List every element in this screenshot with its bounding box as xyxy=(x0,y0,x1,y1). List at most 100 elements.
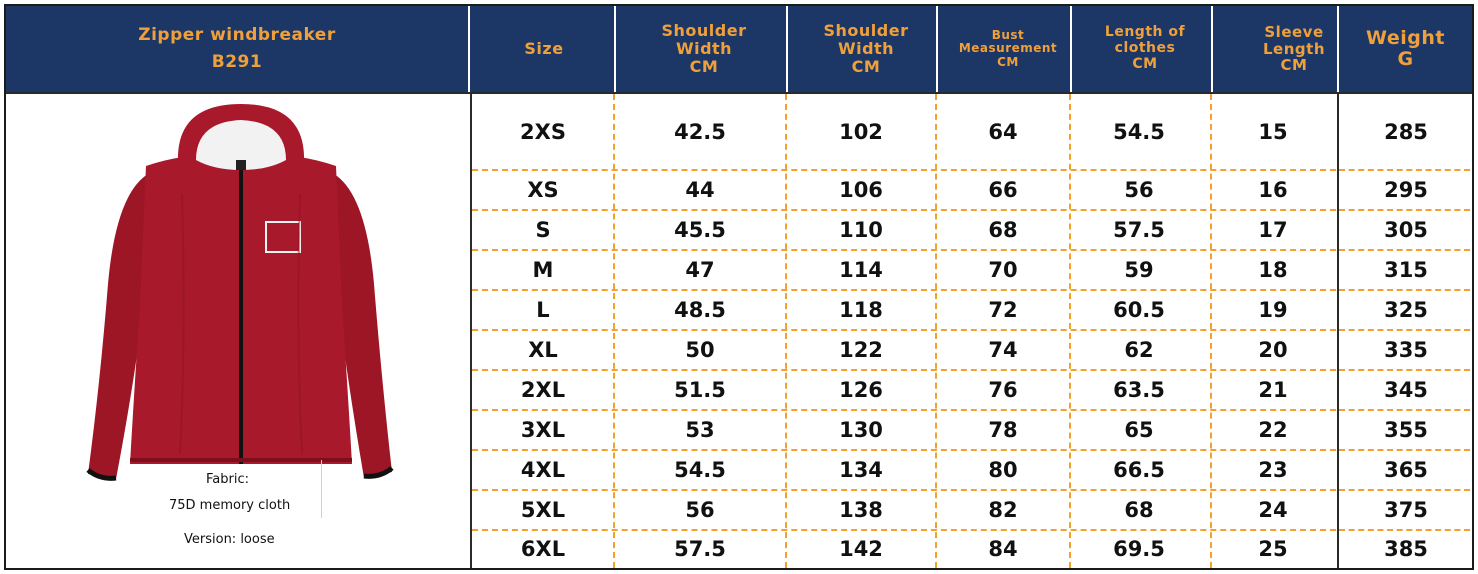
cell-shoulder-width-1: 47 xyxy=(685,258,715,282)
cell-weight: 345 xyxy=(1384,378,1428,402)
row-divider xyxy=(1339,209,1470,211)
info-box xyxy=(131,460,322,518)
cell-weight: 285 xyxy=(1384,120,1428,144)
cell-sleeve: 20 xyxy=(1258,338,1288,362)
cell-bust: 82 xyxy=(988,498,1018,522)
cell-shoulder-width-1: 56 xyxy=(685,498,715,522)
cell-bust: 78 xyxy=(988,418,1018,442)
cell-length: 65 xyxy=(1124,418,1154,442)
cell-shoulder-width-1: 48.5 xyxy=(674,298,726,322)
cell-bust: 66 xyxy=(988,178,1018,202)
cell-sleeve: 21 xyxy=(1258,378,1288,402)
row-divider xyxy=(1339,489,1470,491)
cell-shoulder-width-2: 122 xyxy=(839,338,883,362)
cell-sleeve: 25 xyxy=(1258,537,1288,561)
cell-bust: 72 xyxy=(988,298,1018,322)
cell-sleeve: 16 xyxy=(1258,178,1288,202)
cell-size: 5XL xyxy=(520,498,566,522)
column-divider xyxy=(1210,94,1212,568)
cell-length: 54.5 xyxy=(1113,120,1165,144)
cell-length: 66.5 xyxy=(1113,458,1165,482)
cell-size: 2XS xyxy=(520,120,566,144)
row-divider xyxy=(1339,369,1470,371)
cell-bust: 80 xyxy=(988,458,1018,482)
cell-bust: 70 xyxy=(988,258,1018,282)
table-row: 2XS 42.5 102 64 54.5 15 285 xyxy=(472,94,1472,170)
cell-size: 6XL xyxy=(520,537,566,561)
header-divider xyxy=(468,6,470,92)
cell-shoulder-width-2: 118 xyxy=(839,298,883,322)
cell-shoulder-width-2: 142 xyxy=(839,537,883,561)
cell-weight: 365 xyxy=(1384,458,1428,482)
version-label: Version: loose xyxy=(184,532,275,547)
row-divider xyxy=(472,209,1336,211)
cell-weight: 295 xyxy=(1384,178,1428,202)
row-divider xyxy=(472,449,1336,451)
cell-shoulder-width-2: 138 xyxy=(839,498,883,522)
row-divider xyxy=(1339,169,1470,171)
cell-shoulder-width-1: 42.5 xyxy=(674,120,726,144)
cell-bust: 84 xyxy=(988,537,1018,561)
cell-shoulder-width-2: 106 xyxy=(839,178,883,202)
cell-bust: 74 xyxy=(988,338,1018,362)
cell-sleeve: 23 xyxy=(1258,458,1288,482)
header-length: Length of clothes CM xyxy=(1104,24,1186,72)
header-weight: Weight G xyxy=(1366,26,1445,70)
header-sleeve: Sleeve Length CM xyxy=(1263,22,1325,75)
cell-weight: 375 xyxy=(1384,498,1428,522)
product-name: Zipper windbreaker xyxy=(138,24,336,45)
cell-weight: 325 xyxy=(1384,298,1428,322)
table-row: S 45.5 110 68 57.5 17 305 xyxy=(472,210,1472,250)
cell-size: 3XL xyxy=(520,418,566,442)
row-divider xyxy=(1339,529,1470,531)
table-row: 6XL 57.5 142 84 69.5 25 385 xyxy=(472,530,1472,568)
header-divider xyxy=(1211,6,1213,92)
cell-sleeve: 15 xyxy=(1258,120,1288,144)
row-divider xyxy=(472,169,1336,171)
cell-size: L xyxy=(536,298,550,322)
cell-length: 63.5 xyxy=(1113,378,1165,402)
cell-length: 62 xyxy=(1124,338,1154,362)
product-image-panel: Fabric: 75D memory cloth Version: loose xyxy=(6,94,470,568)
header-divider xyxy=(1070,6,1072,92)
row-divider xyxy=(1339,409,1470,411)
cell-size: 2XL xyxy=(520,378,566,402)
row-divider xyxy=(1339,249,1470,251)
cell-shoulder-width-1: 53 xyxy=(685,418,715,442)
header-size: Size xyxy=(524,39,564,59)
header-bust: Bust Measurement CM xyxy=(958,27,1058,69)
cell-size: XL xyxy=(528,338,558,362)
cell-sleeve: 22 xyxy=(1258,418,1288,442)
red-hooded-zipper-jacket-icon xyxy=(86,104,394,481)
cell-length: 57.5 xyxy=(1113,218,1165,242)
cell-sleeve: 18 xyxy=(1258,258,1288,282)
cell-length: 69.5 xyxy=(1113,537,1165,561)
cell-shoulder-width-2: 126 xyxy=(839,378,883,402)
cell-shoulder-width-1: 51.5 xyxy=(674,378,726,402)
cell-shoulder-width-2: 134 xyxy=(839,458,883,482)
cell-size: 4XL xyxy=(520,458,566,482)
cell-sleeve: 19 xyxy=(1258,298,1288,322)
cell-length: 68 xyxy=(1124,498,1154,522)
table-row: M 47 114 70 59 18 315 xyxy=(472,250,1472,290)
weight-column-divider xyxy=(1337,94,1339,568)
cell-shoulder-width-1: 45.5 xyxy=(674,218,726,242)
table-row: XL 50 122 74 62 20 335 xyxy=(472,330,1472,370)
fabric-label: Fabric: xyxy=(206,472,249,487)
row-divider xyxy=(472,369,1336,371)
table-row: 3XL 53 130 78 65 22 355 xyxy=(472,410,1472,450)
cell-length: 59 xyxy=(1124,258,1154,282)
table-row: 5XL 56 138 82 68 24 375 xyxy=(472,490,1472,530)
cell-size: XS xyxy=(527,178,559,202)
cell-bust: 76 xyxy=(988,378,1018,402)
cell-weight: 355 xyxy=(1384,418,1428,442)
row-divider xyxy=(1339,449,1470,451)
cell-sleeve: 24 xyxy=(1258,498,1288,522)
header-shoulder-width-1: Shoulder Width CM xyxy=(661,21,747,76)
header-divider xyxy=(936,6,938,92)
row-divider xyxy=(472,489,1336,491)
cell-weight: 385 xyxy=(1384,537,1428,561)
table-row: 4XL 54.5 134 80 66.5 23 365 xyxy=(472,450,1472,490)
header-divider xyxy=(786,6,788,92)
panel-divider xyxy=(470,94,472,568)
